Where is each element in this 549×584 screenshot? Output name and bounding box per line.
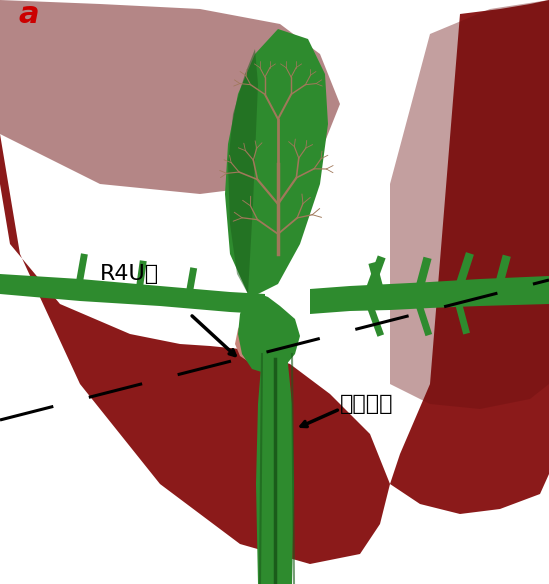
PathPatch shape [256,344,294,584]
PathPatch shape [390,0,549,409]
PathPatch shape [225,29,328,294]
Text: R4U线: R4U线 [100,264,159,284]
Text: 胆总管线: 胆总管线 [340,394,394,414]
PathPatch shape [0,274,265,314]
PathPatch shape [0,0,390,564]
PathPatch shape [310,276,549,314]
PathPatch shape [228,49,258,294]
PathPatch shape [390,0,549,514]
PathPatch shape [238,294,285,374]
PathPatch shape [0,0,340,194]
PathPatch shape [235,304,280,366]
PathPatch shape [240,294,300,371]
Text: a: a [18,0,38,29]
